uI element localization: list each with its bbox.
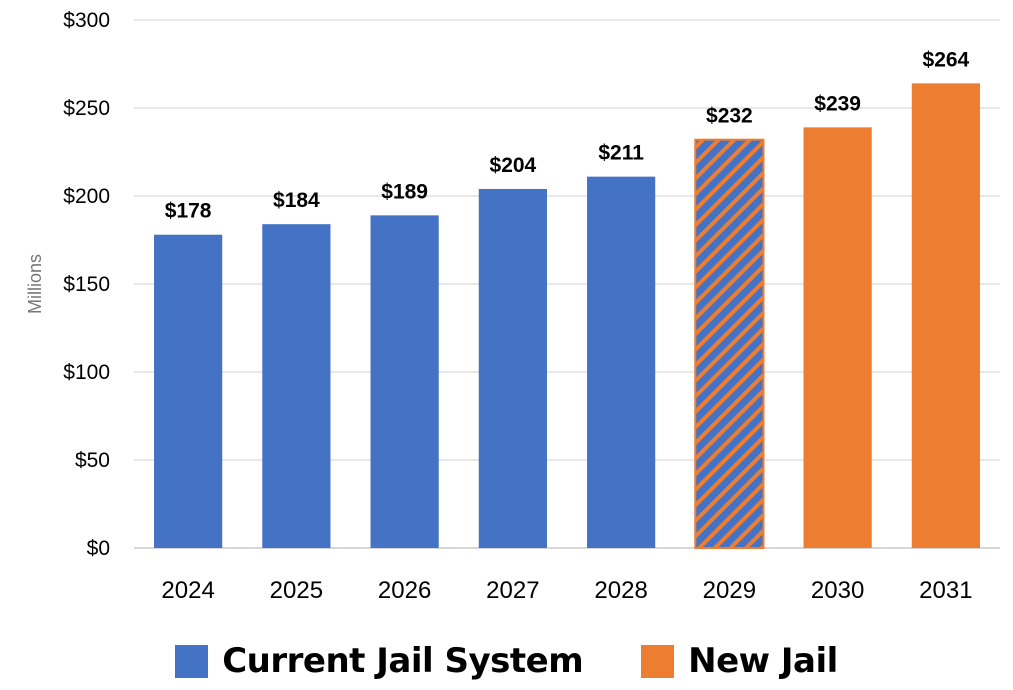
legend-swatch-new (641, 645, 674, 678)
data-label-2024: $178 (165, 200, 212, 223)
bar-2024 (154, 235, 222, 548)
legend-swatch-current (175, 645, 208, 678)
data-label-2031: $264 (923, 48, 970, 71)
x-tick-label-2029: 2029 (703, 577, 756, 604)
data-label-2029: $232 (706, 105, 753, 128)
bar-2028 (587, 177, 655, 548)
x-tick-label-2030: 2030 (811, 577, 864, 604)
y-tick-label: $300 (63, 9, 110, 32)
x-tick-label-2031: 2031 (919, 577, 972, 604)
y-tick-label: $150 (63, 273, 110, 296)
data-label-2026: $189 (381, 180, 428, 203)
bar-2029 (695, 140, 763, 548)
bar-2031 (912, 83, 980, 548)
x-tick-label-2026: 2026 (378, 577, 431, 604)
x-tick-label-2027: 2027 (486, 577, 539, 604)
legend-label-current: Current Jail System (222, 641, 583, 681)
y-axis-title: Millions (25, 254, 45, 314)
data-label-2030: $239 (814, 92, 861, 115)
x-tick-label-2028: 2028 (594, 577, 647, 604)
y-tick-label: $200 (63, 185, 110, 208)
bar-chart: $0 $50 $100 $150 $200 $250 $300 $178 2024 $184 202… (0, 0, 1013, 630)
bar-2027 (479, 189, 547, 548)
legend-item-new-jail: New Jail (641, 641, 838, 681)
x-tick-label-2024: 2024 (161, 577, 214, 604)
y-tick-label: $250 (63, 97, 110, 120)
y-tick-label: $100 (63, 361, 110, 384)
y-tick-label: $0 (87, 537, 110, 560)
legend-label-new: New Jail (688, 641, 838, 681)
legend-item-current-jail-system: Current Jail System (175, 641, 583, 681)
data-label-2028: $211 (598, 142, 644, 165)
bar-2030 (804, 127, 872, 548)
x-tick-label-2025: 2025 (270, 577, 323, 604)
data-label-2025: $184 (273, 189, 320, 212)
bar-2025 (262, 224, 330, 548)
y-tick-label: $50 (75, 449, 110, 472)
legend: Current Jail System New Jail (0, 636, 1013, 686)
data-label-2027: $204 (490, 154, 537, 177)
bar-2026 (371, 215, 439, 548)
